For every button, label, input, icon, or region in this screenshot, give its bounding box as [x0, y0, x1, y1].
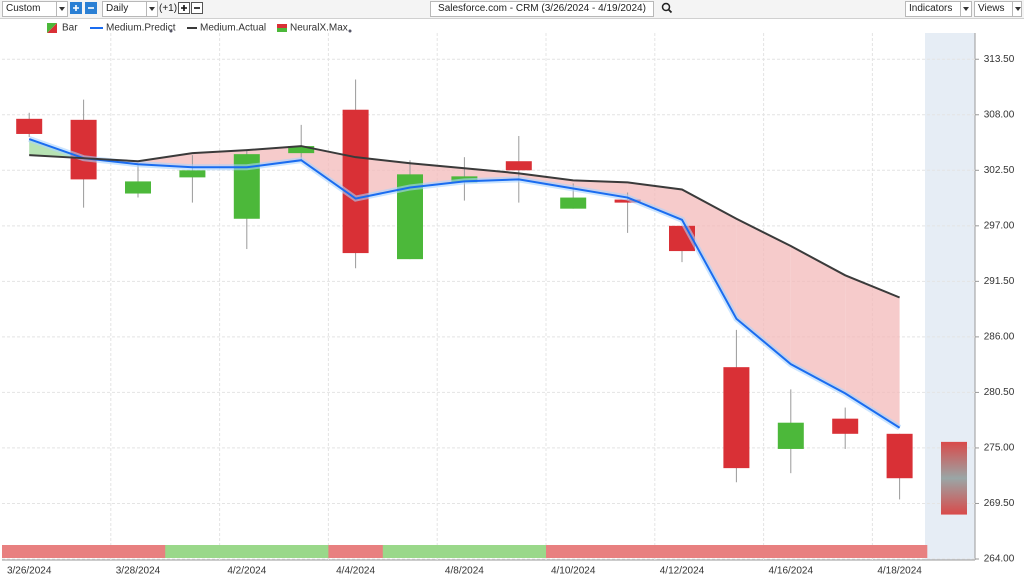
candle-body: [832, 418, 859, 434]
offset-label: (+1): [159, 3, 178, 14]
candle-body: [125, 181, 151, 194]
legend-label: NeuralX.Max: [290, 23, 348, 34]
candle-body: [614, 199, 641, 203]
x-tick-label: 4/18/2024: [877, 566, 922, 577]
signal-block: [165, 545, 221, 558]
indicators-arrow[interactable]: [960, 1, 972, 17]
x-tick-label: 4/8/2024: [445, 566, 484, 577]
x-tick-label: 3/26/2024: [7, 566, 52, 577]
x-tick-label: 4/4/2024: [336, 566, 375, 577]
signal-block: [600, 545, 656, 558]
y-tick-label: 313.50: [984, 54, 1015, 65]
signal-block: [328, 545, 384, 558]
x-tick-label: 4/16/2024: [769, 566, 814, 577]
y-tick-label: 291.50: [984, 276, 1015, 287]
signal-block: [546, 545, 601, 558]
candle-body: [179, 170, 206, 178]
x-tick-label: 4/10/2024: [551, 566, 596, 577]
line: [28, 138, 901, 429]
candle-body: [505, 161, 532, 171]
fill-band: [845, 275, 900, 428]
signal-block: [110, 545, 166, 558]
indicators-menu[interactable]: Indicators: [905, 1, 962, 17]
x-tick-label: 3/28/2024: [116, 566, 161, 577]
signal-block: [654, 545, 710, 558]
legend: Bar Medium.Predict Medium.Actual NeuralX…: [47, 23, 352, 34]
y-tick-label: 275.00: [984, 443, 1015, 454]
fill-band: [790, 246, 846, 394]
y-tick-label: 264.00: [984, 554, 1015, 565]
interval-select[interactable]: Daily: [102, 1, 147, 17]
candle-body: [560, 197, 587, 209]
search-icon[interactable]: [661, 1, 673, 15]
range-arrow[interactable]: [56, 1, 68, 17]
signal-block: [872, 545, 928, 558]
zoom-out[interactable]: [85, 1, 97, 15]
symbol-title[interactable]: Salesforce.com - CRM (3/26/2024 - 4/19/2…: [430, 1, 654, 17]
forecast-bar: [941, 441, 967, 515]
fill-band: [682, 189, 737, 319]
chart: Bar Medium.Predict Medium.Actual NeuralX…: [2, 23, 1015, 577]
y-tick-label: 269.50: [984, 498, 1015, 509]
legend-label: Bar: [62, 23, 78, 34]
candle-body: [288, 146, 315, 154]
y-tick-label: 302.50: [984, 165, 1015, 176]
signal-block: [382, 545, 438, 558]
zoom-in[interactable]: [70, 1, 82, 15]
legend-label: Medium.Predict: [106, 23, 176, 34]
views-menu[interactable]: Views: [974, 1, 1015, 17]
x-tick-label: 4/2/2024: [227, 566, 266, 577]
interval-arrow[interactable]: [146, 1, 158, 17]
signal-block: [56, 545, 112, 558]
signal-block: [709, 545, 765, 558]
signal-block: [437, 545, 493, 558]
y-tick-label: 286.00: [984, 332, 1015, 343]
y-tick-label: 280.50: [984, 387, 1015, 398]
signal-block: [219, 545, 275, 558]
line: [29, 145, 900, 299]
candle-body: [886, 433, 913, 479]
candle-body: [777, 422, 804, 449]
fill-band: [192, 150, 247, 168]
candle-body: [70, 119, 97, 180]
signal-block: [763, 545, 819, 558]
y-tick-label: 297.00: [984, 220, 1015, 231]
legend-label: Medium.Actual: [200, 23, 266, 34]
candle-body: [723, 367, 750, 469]
fill-band: [627, 182, 682, 220]
range-select[interactable]: Custom: [2, 1, 57, 17]
y-tick-label: 308.00: [984, 109, 1015, 120]
toolbar: Custom Daily (+1) Salesforce.com - CRM (…: [0, 0, 1024, 19]
signal-block: [2, 545, 57, 558]
signal-block: [491, 545, 547, 558]
candle-body: [342, 109, 369, 254]
signal-block: [274, 545, 329, 558]
offset-plus[interactable]: [178, 1, 190, 15]
views-arrow[interactable]: [1012, 1, 1022, 17]
signal-block: [818, 545, 873, 558]
x-tick-label: 4/12/2024: [660, 566, 705, 577]
fill-band: [246, 146, 302, 168]
candle-body: [16, 118, 43, 134]
offset-minus[interactable]: [191, 1, 203, 15]
